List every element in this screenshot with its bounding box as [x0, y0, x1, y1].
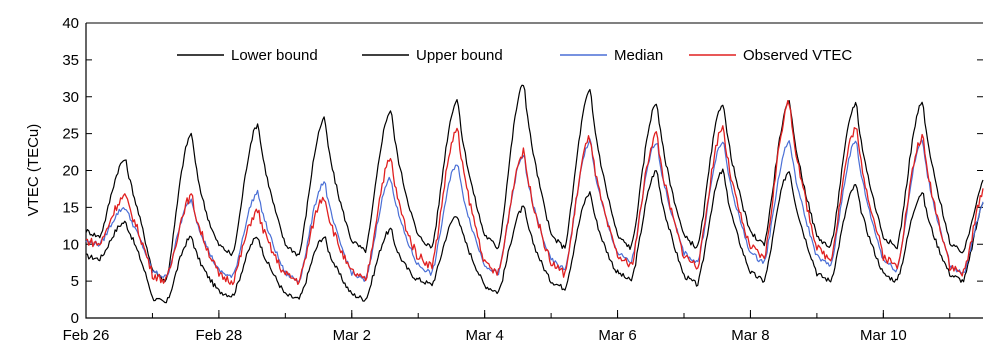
legend: Lower bound Upper bound Median Observed VTE…	[177, 47, 852, 64]
y-tick-label: 35	[62, 52, 79, 69]
y-tick-label: 40	[62, 15, 79, 32]
legend-label: Median	[614, 47, 663, 64]
x-tick-label: Mar 8	[731, 327, 769, 344]
y-tick-label: 30	[62, 89, 79, 106]
series-line-upper-bound	[85, 84, 984, 283]
y-axis-title: VTEC (TECu)	[25, 124, 42, 217]
x-axis: Feb 26 Feb 28 Mar 2 Mar 4 Mar 6 Mar 8 Mar 10	[63, 310, 951, 344]
y-axis: 0 5 10 15 20 25 30 35 40	[62, 15, 983, 327]
series-line-lower-bound	[85, 168, 984, 304]
series-line-median	[85, 138, 984, 282]
y-tick-label: 0	[71, 310, 79, 327]
y-tick-label: 10	[62, 236, 79, 253]
x-tick-label: Feb 28	[196, 327, 243, 344]
x-tick-label: Feb 26	[63, 327, 110, 344]
legend-label: Upper bound	[416, 47, 503, 64]
series-line-observed-vtec	[85, 99, 984, 286]
y-tick-label: 5	[71, 273, 79, 290]
y-tick-label: 20	[62, 163, 79, 180]
x-tick-label: Mar 6	[598, 327, 636, 344]
y-tick-label: 15	[62, 199, 79, 216]
series-layer	[85, 84, 984, 304]
y-tick-label: 25	[62, 126, 79, 143]
x-tick-label: Mar 10	[860, 327, 907, 344]
legend-label: Lower bound	[231, 47, 318, 64]
x-tick-label: Mar 2	[333, 327, 371, 344]
x-tick-label: Mar 4	[465, 327, 503, 344]
legend-label: Observed VTEC	[743, 47, 852, 64]
